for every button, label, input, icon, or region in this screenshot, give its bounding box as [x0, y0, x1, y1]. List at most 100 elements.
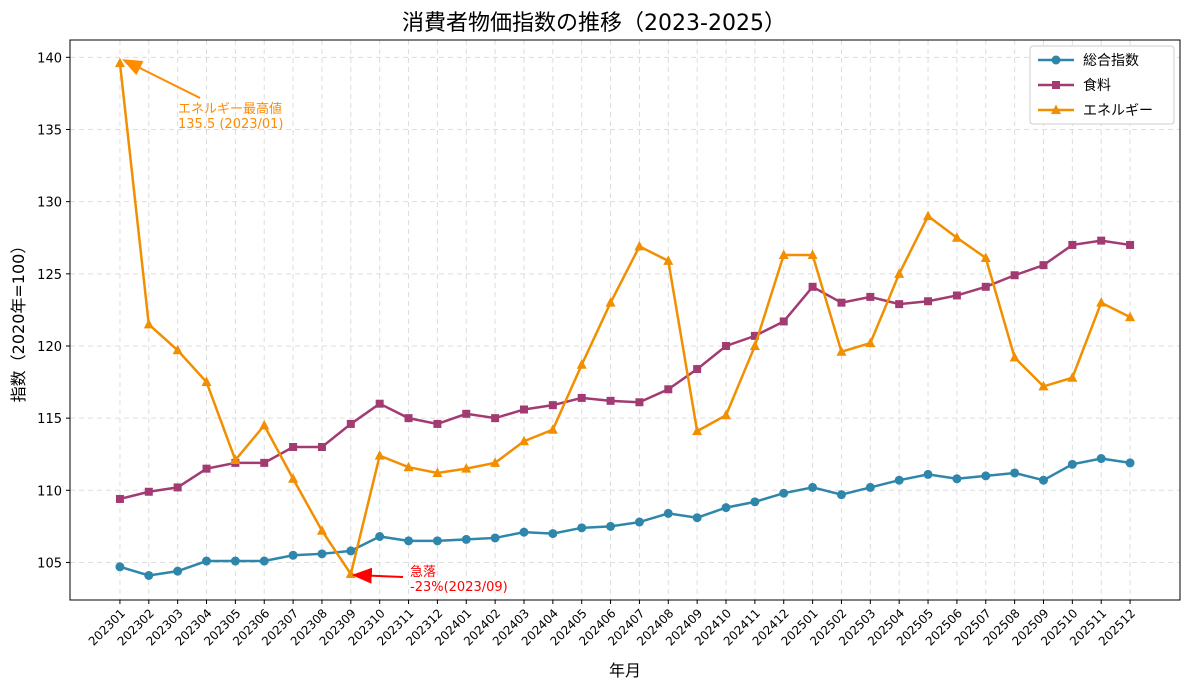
data-point — [490, 533, 500, 543]
data-point — [259, 419, 270, 430]
annotation-text: 135.5 (2023/01) — [178, 117, 284, 132]
annotation-arrow — [351, 567, 404, 584]
data-point — [980, 252, 991, 262]
legend-label: 総合指数 — [1083, 53, 1139, 69]
data-point — [836, 346, 847, 356]
data-point — [1068, 240, 1077, 249]
data-point — [1125, 458, 1135, 468]
data-point — [981, 471, 991, 481]
series-line-1 — [119, 239, 1131, 501]
data-point — [114, 57, 125, 68]
data-point — [692, 425, 703, 436]
legend-marker — [1051, 55, 1061, 65]
y-tick-label: 120 — [37, 340, 62, 355]
data-point — [1009, 352, 1020, 362]
data-point — [722, 341, 731, 350]
data-point — [317, 443, 326, 452]
data-point — [490, 457, 501, 467]
x-axis-label: 年月 — [609, 661, 641, 680]
data-point — [1096, 454, 1106, 464]
data-point — [1010, 468, 1020, 478]
data-point — [749, 340, 760, 350]
data-point — [260, 458, 269, 467]
data-point — [692, 513, 702, 523]
data-point — [1038, 380, 1049, 391]
data-point — [924, 297, 933, 306]
annotation-arrow — [122, 59, 201, 99]
data-point — [951, 232, 962, 242]
data-point — [346, 419, 355, 428]
legend-label: エネルギー — [1083, 103, 1153, 119]
data-point — [894, 268, 905, 278]
y-tick-label: 135 — [37, 123, 62, 138]
data-point — [143, 318, 154, 329]
data-point — [923, 469, 933, 479]
series-line-0 — [119, 457, 1131, 577]
data-point — [952, 474, 962, 484]
data-point — [173, 566, 183, 576]
data-point — [664, 385, 673, 394]
data-point — [375, 531, 385, 541]
data-point — [606, 521, 616, 531]
data-point — [894, 475, 904, 485]
data-point — [865, 337, 876, 348]
data-point — [461, 534, 471, 544]
data-point — [201, 376, 212, 387]
data-point — [778, 249, 789, 260]
data-point — [866, 292, 875, 301]
data-point — [518, 435, 529, 446]
data-point — [461, 463, 472, 473]
y-axis-label: 指数（2020年=100） — [9, 238, 28, 403]
data-point — [173, 483, 182, 492]
data-point — [634, 240, 645, 251]
data-point — [808, 282, 817, 291]
y-tick-label: 105 — [37, 556, 62, 571]
data-point — [807, 249, 818, 260]
data-point — [404, 414, 413, 423]
data-point — [346, 546, 356, 556]
data-point — [403, 461, 414, 472]
data-point — [144, 570, 154, 580]
y-tick-label: 110 — [37, 484, 62, 499]
data-point — [1067, 459, 1077, 469]
data-point — [1010, 271, 1019, 280]
data-point — [259, 556, 269, 566]
data-point — [317, 549, 327, 559]
data-point — [576, 359, 587, 369]
data-point — [375, 399, 384, 408]
data-point — [1039, 261, 1048, 270]
data-point — [779, 488, 789, 498]
data-point — [1097, 236, 1106, 245]
annotation-text: -23%(2023/09) — [410, 580, 508, 595]
data-point — [750, 331, 759, 340]
series-line-2 — [118, 62, 1131, 578]
data-point — [288, 473, 299, 483]
data-point — [289, 443, 298, 452]
data-point — [432, 536, 442, 546]
y-tick-label: 140 — [37, 51, 62, 66]
legend-marker — [1052, 81, 1060, 89]
data-point — [1038, 475, 1048, 485]
data-point — [374, 450, 385, 460]
data-point — [952, 291, 961, 300]
annotation-text: エネルギー最高値 — [178, 101, 282, 117]
data-point — [230, 556, 240, 566]
data-point — [663, 508, 673, 518]
data-point — [519, 405, 528, 414]
data-point — [202, 556, 212, 566]
data-point — [404, 536, 414, 546]
data-point — [548, 401, 557, 410]
data-point — [230, 454, 241, 464]
data-point — [750, 497, 760, 507]
legend — [1029, 45, 1175, 125]
data-point — [1096, 297, 1107, 307]
data-point — [288, 550, 298, 560]
data-point — [808, 482, 818, 492]
data-point — [836, 490, 846, 500]
data-point — [316, 525, 327, 535]
data-point — [115, 494, 124, 503]
data-point — [577, 393, 586, 402]
data-point — [462, 409, 471, 418]
